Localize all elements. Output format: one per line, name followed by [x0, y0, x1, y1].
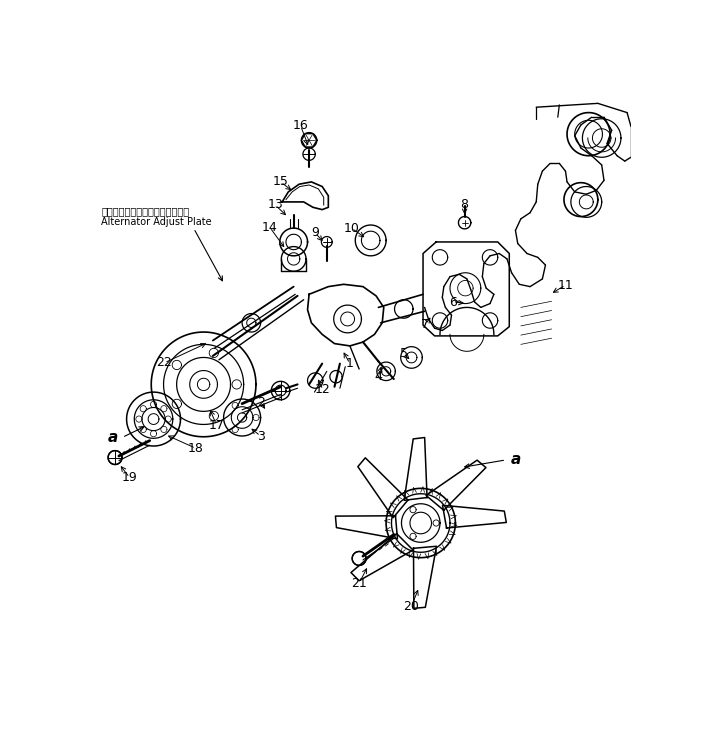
Text: 2: 2: [257, 396, 264, 408]
Polygon shape: [426, 460, 486, 510]
Text: 20: 20: [404, 600, 420, 613]
Polygon shape: [413, 546, 437, 608]
Text: 12: 12: [315, 383, 331, 397]
Text: 13: 13: [267, 199, 283, 212]
Polygon shape: [151, 332, 256, 437]
Polygon shape: [386, 488, 456, 558]
Text: オルタネータアジャストプレート
Alternator Adjust Plate: オルタネータアジャストプレート Alternator Adjust Plate: [101, 206, 212, 227]
Text: 10: 10: [344, 221, 359, 235]
Polygon shape: [224, 399, 261, 436]
Polygon shape: [351, 534, 413, 581]
Text: 19: 19: [122, 471, 138, 484]
Polygon shape: [404, 438, 427, 501]
Polygon shape: [282, 182, 328, 210]
Text: 15: 15: [273, 175, 288, 188]
Text: 7: 7: [421, 318, 430, 331]
Text: 14: 14: [262, 221, 278, 234]
Text: 16: 16: [292, 119, 309, 132]
Polygon shape: [358, 458, 408, 517]
Text: 18: 18: [188, 442, 204, 454]
Text: 11: 11: [557, 279, 574, 292]
Text: 3: 3: [257, 430, 264, 443]
Text: 5: 5: [400, 347, 408, 360]
Text: a: a: [510, 452, 520, 468]
Polygon shape: [127, 392, 181, 446]
Text: 6: 6: [449, 295, 457, 309]
Text: 4: 4: [375, 370, 382, 383]
Polygon shape: [352, 551, 366, 565]
Text: a: a: [108, 430, 118, 445]
Polygon shape: [423, 242, 509, 336]
Text: 21: 21: [352, 577, 367, 589]
Polygon shape: [335, 516, 397, 539]
Polygon shape: [307, 284, 384, 346]
Polygon shape: [442, 505, 506, 528]
Text: 1: 1: [346, 357, 354, 370]
Polygon shape: [280, 228, 307, 256]
Polygon shape: [108, 451, 122, 465]
Polygon shape: [281, 246, 306, 271]
Text: 22: 22: [157, 356, 172, 369]
Text: 8: 8: [460, 199, 469, 212]
Polygon shape: [242, 314, 261, 332]
Text: 17: 17: [209, 419, 225, 432]
Polygon shape: [302, 133, 317, 147]
Polygon shape: [271, 381, 290, 399]
Text: 9: 9: [311, 226, 319, 239]
